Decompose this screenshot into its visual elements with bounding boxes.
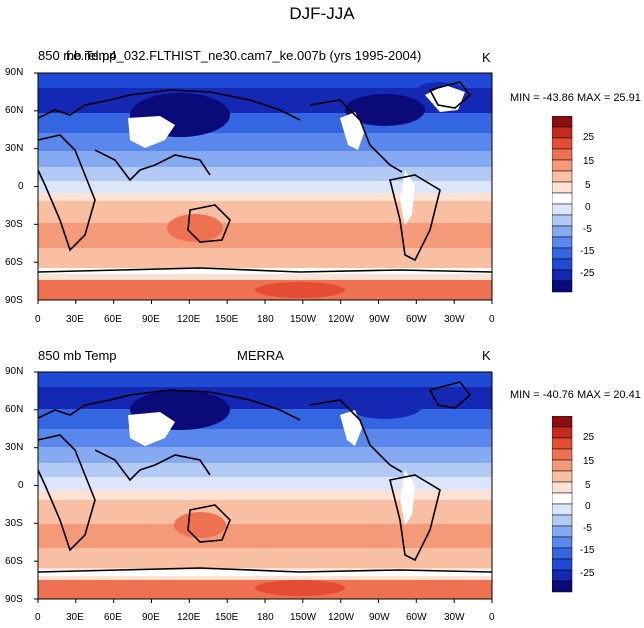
lon-label: 150W [290,612,317,623]
lat-label: 60N [5,105,24,116]
panel-left-label: 850 mb Temp [38,48,117,63]
lat-label: 90N [5,366,24,377]
colorbar-swatch [552,525,573,538]
colorbar-swatch [552,580,573,593]
colorbar-label: -25 [580,568,595,579]
map-top [34,72,493,304]
lon-label: 90W [369,612,390,623]
figure-title: DJF-JJA [289,4,355,23]
lat-label: 30S [5,518,23,529]
colorbar-swatch [552,437,573,450]
colorbar-swatch [552,569,573,582]
colorbar-label: 25 [583,132,595,143]
panel-units-label: K [482,50,491,65]
colorbar-swatch [552,448,573,461]
panel-top: 850 mb Temp f.e.rel.p4_032.FLTHIST_ne30.… [5,48,641,325]
panel-center-label: f.e.rel.p4_032.FLTHIST_ne30.cam7_ke.007b… [66,48,422,63]
colorbar-label: 5 [585,480,591,491]
lon-label: 30W [444,314,465,325]
lon-label: 0 [35,314,41,325]
lat-label: 0 [18,480,24,491]
panel-left-label: 850 mb Temp [38,348,117,363]
lat-label: 90S [5,594,23,605]
lat-label: 90N [5,67,24,78]
lon-label: 180 [257,314,274,325]
colorbar-swatch [552,558,573,571]
lon-label: 30E [66,612,84,623]
lon-label: 90E [142,612,160,623]
colorbar-bottom [552,416,573,593]
colorbar-swatch [552,426,573,439]
colorbar-label: 25 [583,432,595,443]
lon-label: 90E [142,314,160,325]
colorbar-swatch [552,280,573,293]
lat-label: 0 [18,181,24,192]
lon-label: 60W [406,314,427,325]
lon-label: 150E [215,612,239,623]
lon-label: 120E [177,612,201,623]
colorbar-label: 0 [585,501,591,512]
lon-label: 30E [66,314,84,325]
colorbar-swatch [552,416,573,428]
colorbar-swatch [552,470,573,483]
lon-label: 60E [104,314,122,325]
colorbar-label: 0 [585,202,591,213]
lon-label: 60E [104,612,122,623]
colorbar-swatch [552,459,573,472]
lat-label: 60S [5,257,23,268]
lon-label: 120W [328,612,355,623]
colorbar-top [552,116,573,293]
colorbar-swatch [552,492,573,505]
panel-units-label: K [482,348,491,363]
lon-label: 30W [444,612,465,623]
lat-label: 60N [5,404,24,415]
colorbar-label: -5 [583,224,592,235]
lat-label: 60S [5,556,23,567]
lon-label: 150W [290,314,317,325]
colorbar-label: -15 [580,246,595,257]
colorbar-swatch [552,481,573,494]
lat-label: 30N [5,442,24,453]
lon-label: 120W [328,314,355,325]
colorbar-swatch [552,536,573,549]
colorbar-label: -25 [580,268,595,279]
lon-label: 0 [35,612,41,623]
lat-label: 90S [5,295,23,306]
colorbar-label: -5 [583,523,592,534]
lon-label: 60W [406,612,427,623]
colorbar-label: -15 [580,545,595,556]
colorbar-swatch [552,547,573,560]
lon-label: 150E [215,314,239,325]
lat-label: 30S [5,219,23,230]
lon-label: 180 [257,612,274,623]
lon-label: 0 [489,314,495,325]
lat-label: 30N [5,143,24,154]
lon-label: 0 [489,612,495,623]
lon-label: 90W [369,314,390,325]
colorbar-label: 15 [583,456,595,467]
colorbar-swatch [552,514,573,527]
minmax-label: MIN = -43.86 MAX = 25.91 [510,92,641,104]
colorbar-label: 5 [585,180,591,191]
lon-label: 120E [177,314,201,325]
panel-center-label: MERRA [237,348,284,363]
colorbar-label: 15 [583,156,595,167]
minmax-label: MIN = -40.76 MAX = 20.41 [510,389,641,401]
colorbar-swatch [552,503,573,516]
